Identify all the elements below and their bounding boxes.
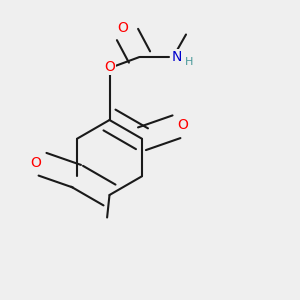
Text: O: O bbox=[104, 60, 115, 74]
Text: O: O bbox=[178, 118, 188, 132]
Text: O: O bbox=[118, 22, 128, 35]
Text: H: H bbox=[185, 56, 193, 67]
Text: O: O bbox=[31, 156, 41, 170]
Text: N: N bbox=[172, 50, 182, 64]
